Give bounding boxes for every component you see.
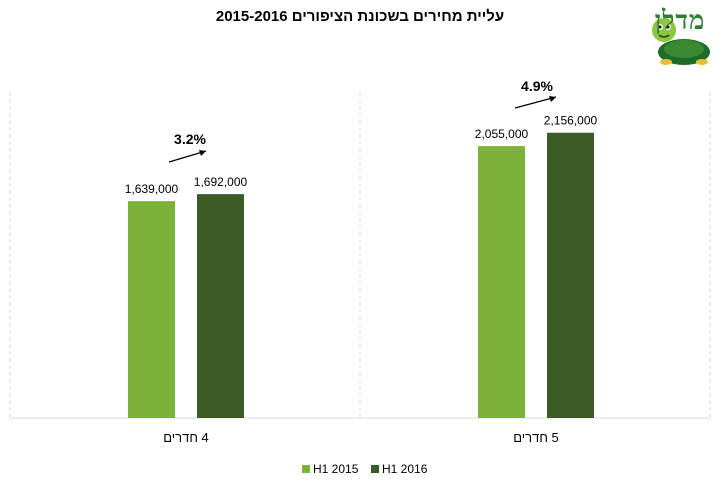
bar-5-rooms-h1-2016 (547, 132, 594, 418)
pct-change-5-rooms: 4.9% (521, 78, 553, 94)
trend-arrowhead-4-rooms (199, 150, 206, 156)
category-label-4-rooms: 4 חדרים (163, 430, 209, 445)
logo: מדלן (636, 2, 724, 70)
legend-label-h1-2015: H1 2015 (313, 462, 359, 476)
value-label-4-rooms-h1-2015: 1,639,000 (125, 182, 179, 196)
chart-title: עליית מחירים בשכונת הציפורים 2015-2016 (215, 8, 505, 25)
trend-arrow-4-rooms (168, 150, 207, 163)
category-label-5-rooms: 5 חדרים (513, 430, 559, 445)
turtle-icon (652, 18, 710, 65)
bar-5-rooms-h1-2015 (478, 146, 525, 418)
legend-label-h1-2016: H1 2016 (382, 462, 428, 476)
bars (128, 132, 594, 418)
legend-swatch-h1-2016 (371, 465, 379, 473)
value-label-5-rooms-h1-2015: 2,055,000 (475, 127, 529, 141)
logo-text: מדלן (654, 6, 706, 36)
value-label-5-rooms-h1-2016: 2,156,000 (544, 114, 598, 128)
pct-change-4-rooms: 3.2% (174, 131, 206, 147)
bar-4-rooms-h1-2015 (128, 201, 175, 418)
bar-4-rooms-h1-2016 (197, 194, 244, 418)
legend-swatch-h1-2015 (302, 465, 310, 473)
trend-arrowhead-5-rooms (549, 96, 556, 102)
trend-arrow-5-rooms (514, 96, 557, 109)
value-labels: 1,639,000 1,692,000 2,055,000 2,156,000 (125, 114, 598, 196)
value-label-4-rooms-h1-2016: 1,692,000 (194, 175, 248, 189)
